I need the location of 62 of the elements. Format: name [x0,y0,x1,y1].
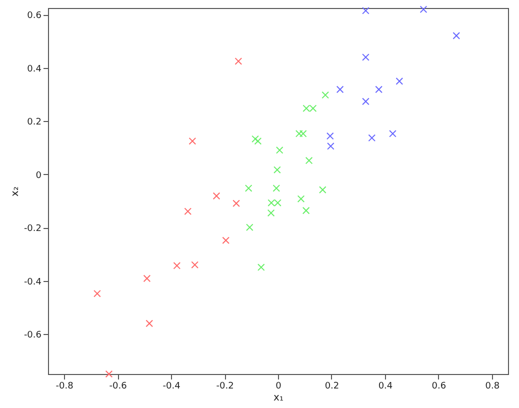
point [252,135,259,143]
point [232,200,240,208]
point [302,104,310,112]
point [276,146,284,154]
point [234,58,242,65]
y-tick-label: -0.4 [24,277,42,288]
point [94,290,101,298]
point [184,208,192,216]
y-tick-label: 0 [36,170,42,181]
x-tick-label: 0.2 [324,382,340,392]
point [295,130,303,138]
y-tick-label: 0.4 [27,64,42,74]
point [305,156,313,164]
point [188,137,196,145]
point [274,199,282,207]
y-tick-label: 0.2 [27,118,42,128]
x-tick-label: -0.4 [162,382,181,392]
point [267,209,275,217]
point [254,137,262,145]
y-tick-label: -0.6 [24,330,42,341]
point [297,195,305,203]
point [268,199,275,207]
point [143,274,151,282]
point [105,370,113,378]
point [362,54,370,61]
y-axis-title: x₂ [10,186,21,196]
point [327,142,334,150]
point [274,166,281,174]
x-tick-label: -0.2 [216,382,234,392]
point [389,130,396,138]
x-tick-label: 0.6 [432,382,446,392]
point [396,78,404,85]
x-tick-label: -0.8 [56,382,74,392]
point [302,206,310,214]
point [173,262,181,270]
point [375,86,382,94]
point [212,192,220,200]
point [319,186,326,194]
point [244,184,252,192]
point [326,132,334,140]
point [257,264,265,271]
point [336,86,344,94]
point [309,104,317,112]
point [246,224,254,231]
x-tick-label: 0.8 [485,382,500,392]
x-tick-label: -0.6 [109,382,128,392]
point [272,184,280,192]
x-tick-label: 0.4 [378,382,393,392]
point [222,236,230,244]
point [362,7,370,14]
x-tick-label: 0 [276,382,282,392]
point [299,130,307,138]
point [146,320,154,328]
point [420,6,428,13]
point [362,98,370,106]
y-tick-label: -0.2 [24,224,42,234]
y-tick-label: 0.6 [27,11,42,22]
point [368,134,376,142]
point [191,261,198,269]
x-axis-title: x₁ [274,392,284,404]
point [452,32,460,40]
point [322,91,329,99]
